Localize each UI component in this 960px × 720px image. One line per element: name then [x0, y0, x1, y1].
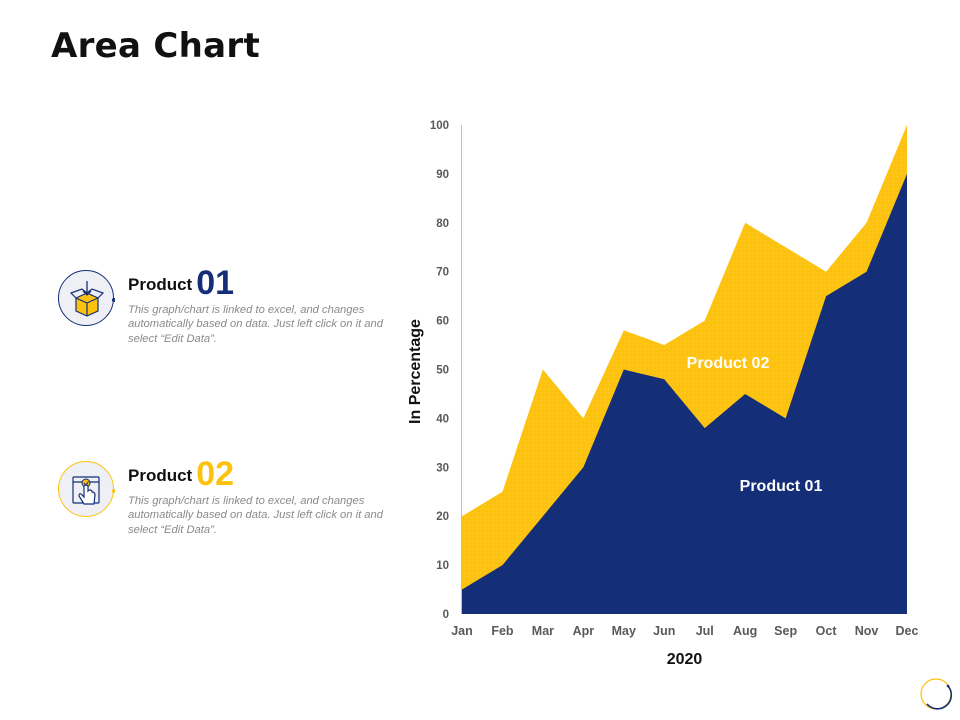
x-axis-ticks: Jan Feb Mar Apr May Jun Jul Aug Sep Oct Nov Dec — [451, 624, 918, 638]
y-tick-90: 90 — [436, 169, 449, 181]
product-02-card: Product 02 This graph/chart is linked to … — [58, 455, 388, 551]
x-tick-feb: Feb — [491, 624, 514, 638]
chart-areas — [462, 125, 907, 614]
y-tick-100: 100 — [430, 120, 449, 132]
y-tick-20: 20 — [436, 511, 449, 523]
y-tick-0: 0 — [443, 609, 449, 621]
box-with-download-arrow-icon — [69, 281, 115, 317]
hand-click-package-icon — [72, 476, 115, 505]
y-tick-30: 30 — [436, 462, 449, 474]
x-tick-dec: Dec — [896, 624, 919, 638]
product-01-icon-badge — [58, 270, 115, 326]
product-02-description: This graph/chart is linked to excel, and… — [128, 495, 383, 536]
y-tick-40: 40 — [436, 413, 449, 425]
product-02-name: Product — [128, 466, 193, 485]
x-axis-label: 2020 — [667, 651, 703, 668]
series-label-product-01: Product 01 — [740, 478, 823, 495]
x-tick-apr: Apr — [573, 624, 595, 638]
product-01-name: Product — [128, 275, 193, 294]
area-product-01 — [462, 173, 907, 614]
y-tick-70: 70 — [436, 267, 449, 279]
series-label-product-02: Product 02 — [687, 355, 770, 372]
y-tick-10: 10 — [436, 560, 449, 572]
x-tick-may: May — [612, 624, 636, 638]
product-01-number: 01 — [196, 264, 235, 302]
product-02-number: 02 — [196, 455, 235, 493]
x-tick-mar: Mar — [532, 624, 554, 638]
y-axis-ticks: 0 10 20 30 40 50 60 70 80 90 100 — [430, 120, 449, 621]
series-labels: Product 02 Product 01 — [687, 355, 823, 495]
product-01-heading: Product 01 — [128, 264, 234, 303]
x-tick-jun: Jun — [653, 624, 675, 638]
x-tick-jul: Jul — [696, 624, 714, 638]
product-02-icon-badge — [58, 461, 115, 517]
page-title: Area Chart — [51, 26, 261, 66]
y-tick-60: 60 — [436, 316, 449, 328]
corner-logo-icon — [920, 678, 953, 710]
x-tick-aug: Aug — [733, 624, 757, 638]
product-01-description: This graph/chart is linked to excel, and… — [128, 304, 383, 345]
x-tick-sep: Sep — [774, 624, 797, 638]
y-tick-50: 50 — [436, 365, 449, 377]
x-tick-oct: Oct — [816, 624, 838, 638]
product-02-heading: Product 02 — [128, 455, 234, 494]
x-tick-jan: Jan — [451, 624, 473, 638]
y-tick-80: 80 — [436, 218, 449, 230]
product-01-card: Product 01 This graph/chart is linked to … — [58, 264, 388, 360]
x-tick-nov: Nov — [855, 624, 879, 638]
y-axis-label: In Percentage — [407, 319, 424, 424]
